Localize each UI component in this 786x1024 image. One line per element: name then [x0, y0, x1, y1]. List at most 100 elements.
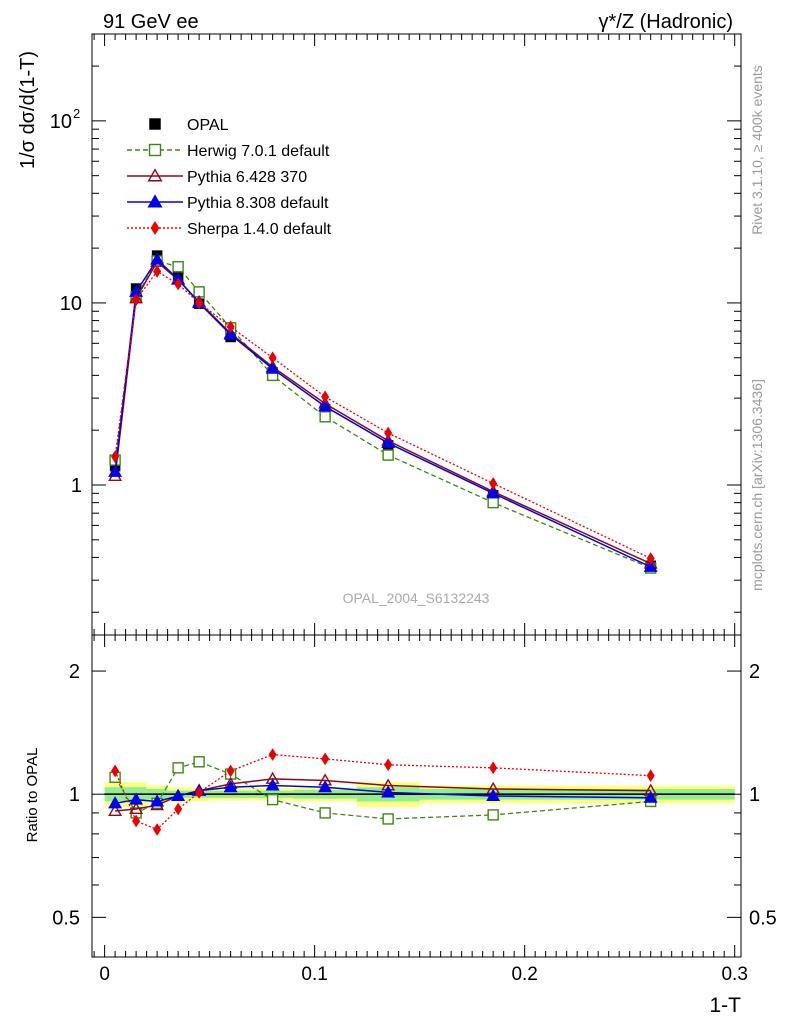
analysis-watermark: OPAL_2004_S6132243	[343, 590, 490, 606]
ratio-y-tick-label: 2	[69, 661, 80, 683]
main-point-herwig	[319, 411, 331, 423]
x-tick-label: 0	[99, 964, 110, 985]
legend-label: Pythia 8.308 default	[187, 195, 329, 212]
ratio-point-pythia8	[150, 794, 165, 807]
ratio-point-sherpa	[111, 764, 120, 778]
x-axis-label: 1-T	[710, 994, 742, 1017]
ratio-point-sherpa	[646, 769, 655, 783]
main-point-pythia8	[265, 361, 280, 374]
ratio-point-pythia6	[108, 803, 123, 816]
x-tick-label: 0.1	[301, 964, 327, 985]
legend-label: Herwig 7.0.1 default	[187, 143, 330, 160]
ratio-point-sherpa	[153, 822, 162, 836]
y-tick-exponent: 2	[73, 106, 80, 121]
ratio-y-tick-label-right: 0.5	[749, 907, 777, 929]
ratio-line-sherpa	[114, 753, 651, 831]
ratio-point-herwig	[172, 762, 184, 774]
legend-entry-sherpa: Sherpa 1.4.0 default	[127, 220, 332, 238]
legend-marker	[147, 168, 163, 182]
main-point-sherpa	[111, 450, 120, 464]
ratio-plot-frame	[91, 634, 742, 958]
header-left: 91 GeV ee	[103, 11, 199, 33]
legend: OPAL Herwig 7.0.1 default Pythia 6.428 370…	[127, 117, 332, 238]
main-point-herwig	[382, 449, 394, 461]
ratio-point-pythia8	[171, 788, 186, 802]
main-series-data	[109, 250, 656, 572]
ratio-point-herwig	[193, 756, 205, 768]
ratio-point-sherpa	[321, 752, 330, 766]
main-point-pythia8	[223, 327, 238, 340]
ratio-point-pythia8	[108, 796, 123, 809]
ratio-point-herwig	[319, 807, 331, 819]
main-line-sherpa	[114, 270, 651, 560]
y-tick-label: 10	[60, 293, 82, 315]
legend-marker	[148, 143, 162, 157]
ratio-point-sherpa	[132, 814, 141, 828]
x-tick-label: 0.2	[511, 964, 537, 985]
ratio-y-tick-label-right: 2	[749, 661, 760, 683]
y-axis-label: 1/σ dσ/d(1-T)	[17, 51, 39, 169]
main-point-sherpa	[268, 351, 277, 365]
main-point-sherpa	[489, 476, 498, 490]
main-point-sherpa	[226, 320, 235, 334]
ratio-point-pythia8	[643, 790, 658, 803]
main-point-pythia8	[486, 486, 501, 499]
ratio-point-herwig	[266, 793, 279, 806]
main-point-sherpa	[132, 293, 141, 307]
ratio-point-sherpa	[384, 758, 393, 772]
main-point-sherpa	[646, 551, 655, 565]
main-point-sherpa	[321, 390, 330, 404]
ratio-point-pythia8	[381, 785, 396, 798]
ratio-point-pythia8	[265, 778, 280, 791]
main-series-pythia6	[108, 254, 658, 569]
main-point-sherpa	[153, 264, 162, 278]
main-point-sherpa	[384, 426, 393, 440]
ratio-y-axis-label: Ratio to OPAL	[24, 748, 41, 843]
ratio-point-sherpa	[174, 802, 183, 816]
legend-marker	[150, 220, 160, 236]
y-tick-label: 1	[71, 475, 82, 497]
ratio-point-pythia6	[129, 801, 144, 815]
main-point-sherpa	[195, 296, 204, 310]
main-point-herwig	[172, 261, 184, 273]
ratio-series-pythia8	[108, 778, 658, 809]
legend-label: Sherpa 1.4.0 default	[187, 221, 332, 238]
legend-entry-data: OPAL	[149, 117, 229, 134]
legend-entry-pythia6: Pythia 6.428 370	[127, 168, 307, 186]
ratio-point-sherpa	[268, 748, 277, 762]
legend-entry-pythia8: Pythia 8.308 default	[127, 194, 329, 212]
x-tick-label: 0.3	[721, 964, 747, 985]
main-series-herwig	[109, 255, 657, 574]
main-point-sherpa	[174, 277, 183, 291]
legend-label: OPAL	[187, 117, 229, 134]
legend-marker	[147, 194, 163, 208]
ratio-point-sherpa	[226, 764, 235, 778]
main-point-pythia8	[381, 435, 396, 449]
ratio-series-sherpa	[111, 748, 655, 836]
legend-entry-herwig: Herwig 7.0.1 default	[127, 143, 330, 160]
main-series-pythia8	[108, 252, 658, 572]
ratio-y-tick-label: 0.5	[52, 907, 80, 929]
mcplots-label: mcplots.cern.ch [arXiv:1306.3436]	[749, 379, 765, 591]
ratio-point-pythia8	[129, 792, 144, 805]
main-point-pythia8	[318, 399, 333, 412]
header-right: γ*/Z (Hadronic)	[599, 11, 733, 33]
ratio-point-pythia8	[318, 780, 333, 793]
main-series-sherpa	[111, 264, 655, 565]
main-point-pythia8	[108, 464, 123, 477]
ratio-point-pythia8	[223, 780, 238, 793]
legend-marker	[149, 118, 161, 130]
y-tick-label: 10	[50, 111, 72, 133]
ratio-point-pythia8	[486, 788, 501, 802]
main-point-pythia8	[150, 252, 165, 265]
ratio-y-tick-label-right: 1	[749, 784, 760, 806]
ratio-y-tick-label: 1	[69, 784, 80, 806]
ratio-point-sherpa	[195, 785, 204, 799]
main-point-herwig	[487, 496, 499, 509]
ratio-point-herwig	[382, 813, 394, 825]
rivet-label: Rivet 3.1.10, ≥ 400k events	[749, 65, 765, 235]
ratio-point-sherpa	[489, 761, 498, 775]
legend-label: Pythia 6.428 370	[187, 169, 307, 186]
main-point-pythia8	[643, 559, 658, 572]
